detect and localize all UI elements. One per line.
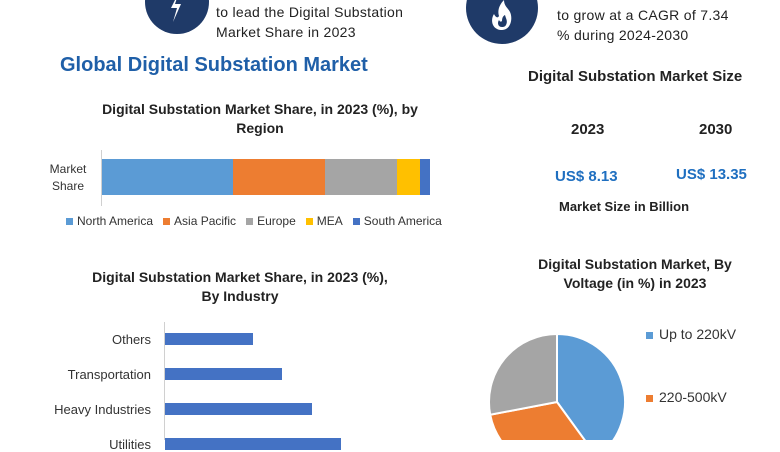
region-bar-segment-mea [397,159,421,195]
region-bar-segment-europe [325,159,398,195]
pie-slice-220-500kv [489,400,586,440]
legend-swatch [163,218,171,226]
legend-item: Europe [246,214,296,228]
pie-legend-item-1: Up to 220kV [646,326,736,342]
legend-swatch [352,218,360,226]
legend-swatch [246,218,254,226]
market-size-2030-value: US$ 13.35 [676,166,747,183]
page-title: Global Digital Substation Market [60,54,368,76]
legend-label: North America [77,214,154,228]
legend-item: MEA [305,214,343,228]
legend-label: South America [363,214,442,228]
pie-legend-item-2: 220-500kV [646,389,727,405]
legend-item: North America [66,214,153,228]
lightning-circle [145,0,209,34]
region-bar-segment-asia-pacific [233,159,326,195]
flame-icon [492,0,512,30]
right-headline: to grow at a CAGR of 7.34 % during 2024-… [557,7,729,43]
region-chart-title: Digital Substation Market Share, in 2023… [102,101,418,136]
region-bar-segment-south-america [420,159,430,195]
industry-bar [165,403,312,415]
region-stacked-bar [102,159,430,195]
year-2023-label: 2023 [571,121,605,138]
industry-category-label: Utilities [109,437,151,452]
region-legend: North America Asia Pacific Europe MEA South … [66,214,452,228]
legend-label: Europe [257,214,296,228]
region-chart-axis [101,150,102,206]
industry-chart-axis [164,322,165,440]
lightning-icon [171,0,181,22]
legend-item: South America [352,214,442,228]
legend-label: Asia Pacific [174,214,237,228]
legend-label: MEA [316,214,343,228]
industry-chart-title: Digital Substation Market Share, in 2023… [92,269,388,304]
legend-swatch [66,218,73,226]
industry-bar [165,368,283,380]
legend-item: Asia Pacific [163,214,236,228]
voltage-chart-title: Digital Substation Market, By Voltage (i… [538,256,732,291]
region-category-label: Market Share [49,162,87,193]
year-2030-label: 2030 [699,121,733,138]
pie-slice-above-500kv [488,332,558,416]
industry-category-label: Heavy Industries [54,402,151,417]
legend-swatch [646,331,653,339]
left-headline: to lead the Digital Substation Market Sh… [216,4,404,40]
market-size-footer: Market Size in Billion [559,199,690,214]
pie-slice-up-to-220kv [556,332,626,440]
region-bar-segment-north-america [102,159,234,195]
voltage-pie [488,332,626,440]
legend-swatch [646,394,653,402]
market-size-title: Digital Substation Market Size [528,68,743,85]
flame-circle [466,0,538,44]
industry-category-label: Transportation [67,367,151,382]
market-size-2023-value: US$ 8.13 [555,168,618,185]
industry-bar [165,333,253,345]
legend-swatch [305,218,313,226]
industry-category-label: Others [111,332,151,347]
